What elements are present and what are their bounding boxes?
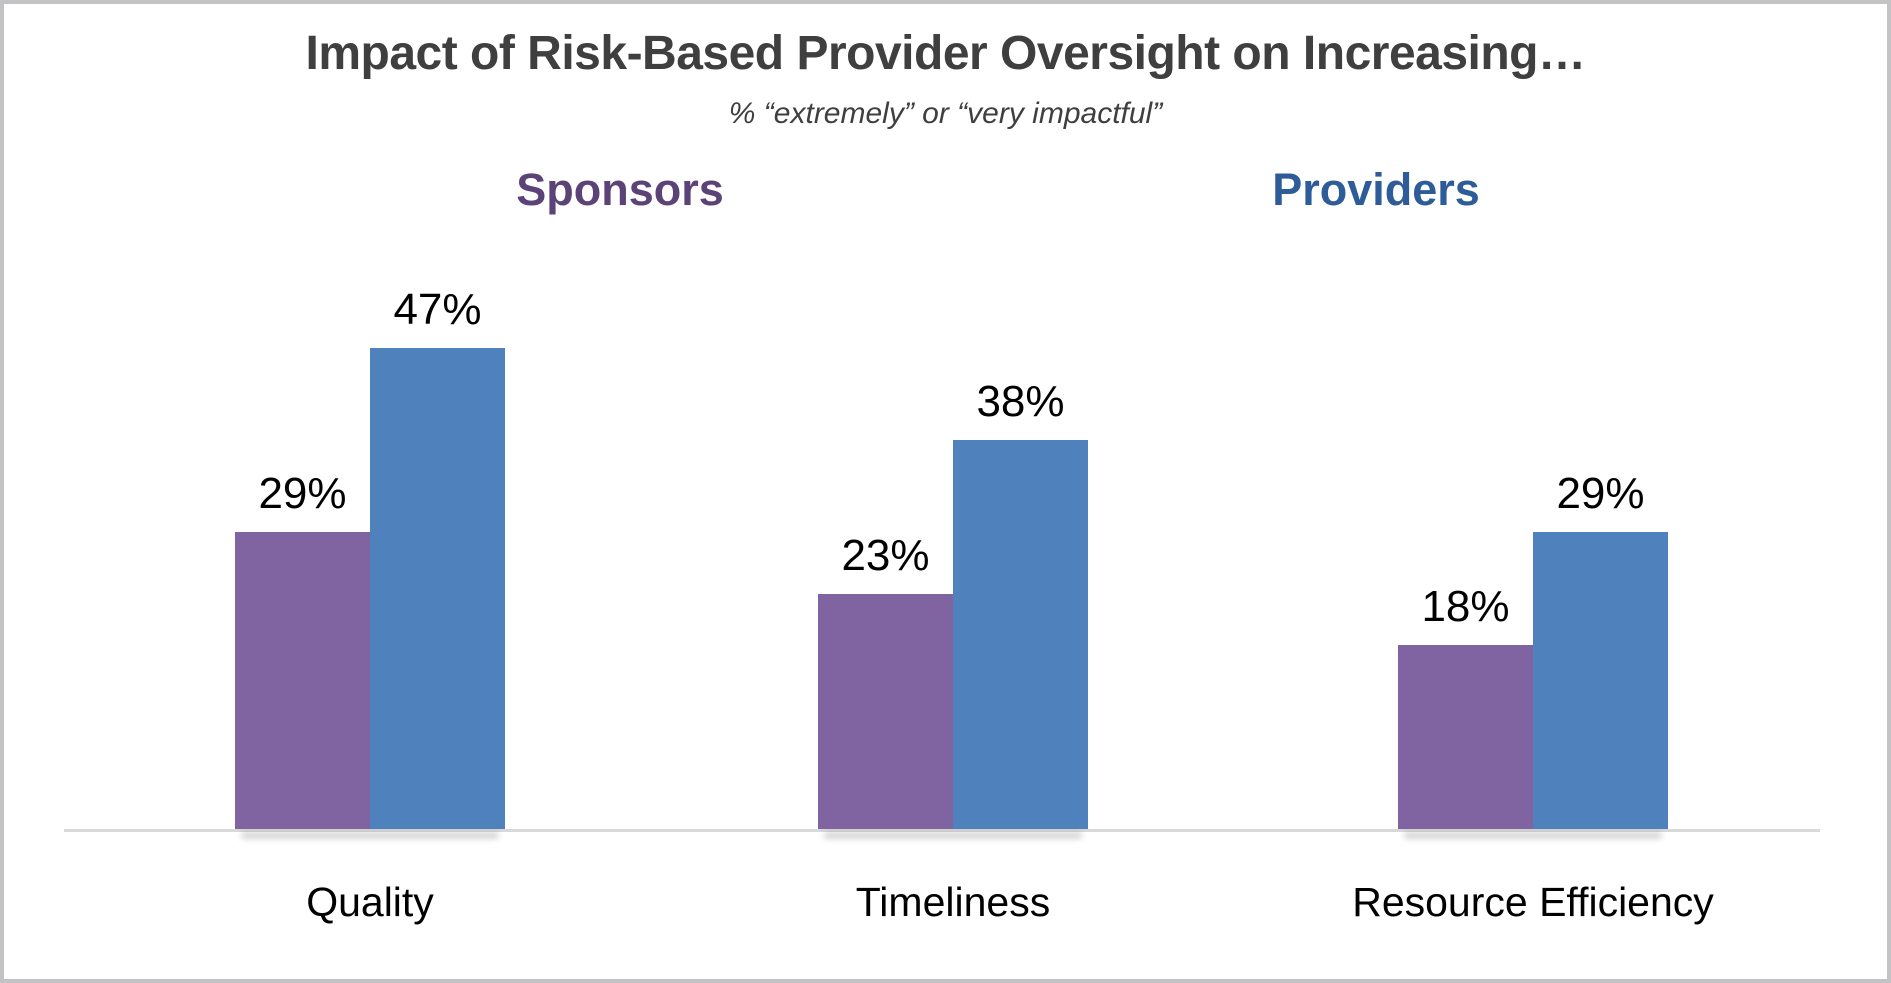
series-header-providers: Providers	[1272, 164, 1480, 215]
value-label-sponsors-resource-efficiency: 18%	[1421, 582, 1510, 631]
bar-sponsors-timeliness	[818, 594, 953, 829]
category-label-resource-efficiency: Resource Efficiency	[1352, 879, 1714, 925]
plot-area: 29% 47% 23% 38% 18% 29%	[4, 4, 1887, 979]
value-label-sponsors-timeliness: 23%	[841, 531, 930, 580]
bar-providers-quality	[370, 348, 505, 829]
bar-sponsors-quality	[235, 532, 370, 829]
bar-providers-resource-efficiency	[1533, 532, 1668, 829]
chart-subtitle: % “extremely” or “very impactful”	[728, 97, 1163, 130]
bar-shadow-quality	[241, 832, 499, 839]
bar-shadow-timeliness	[824, 832, 1082, 839]
value-label-providers-resource-efficiency: 29%	[1556, 469, 1645, 518]
bar-shadow-resource-efficiency	[1404, 832, 1662, 839]
series-header-sponsors: Sponsors	[516, 164, 724, 215]
bar-providers-timeliness	[953, 440, 1088, 829]
category-label-timeliness: Timeliness	[855, 879, 1051, 925]
category-label-quality: Quality	[306, 879, 434, 925]
value-label-sponsors-quality: 29%	[258, 469, 347, 518]
value-label-providers-timeliness: 38%	[976, 377, 1065, 426]
bar-sponsors-resource-efficiency	[1398, 645, 1533, 829]
chart-title: Impact of Risk-Based Provider Oversight …	[305, 27, 1586, 80]
value-label-providers-quality: 47%	[393, 285, 482, 334]
x-axis-line	[64, 829, 1820, 832]
